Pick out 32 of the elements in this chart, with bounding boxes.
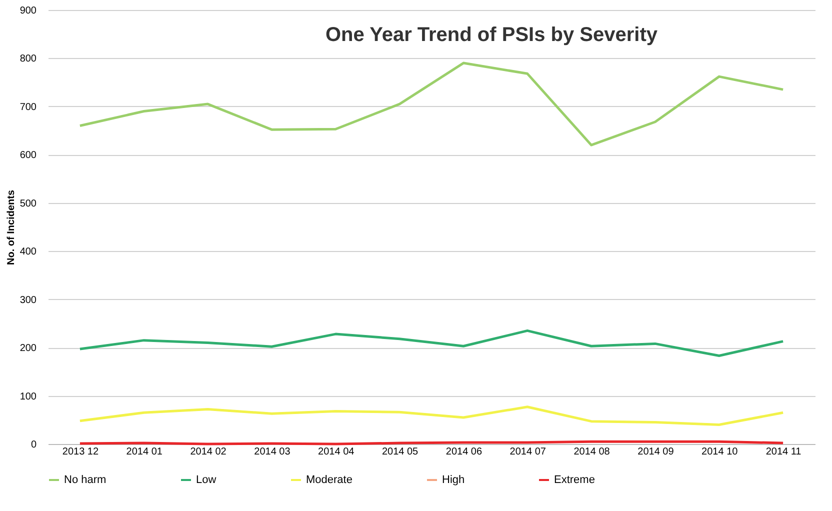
- legend-label: No harm: [64, 474, 106, 486]
- line-series: [78, 406, 784, 426]
- y-tick-label: 200: [20, 343, 37, 354]
- line-series: [78, 329, 784, 358]
- y-tick-label: 500: [20, 198, 37, 210]
- x-tick-label: 2014 05: [382, 446, 419, 458]
- legend-label: Moderate: [306, 474, 352, 486]
- y-tick-label: 300: [20, 294, 37, 306]
- x-tick-label: 2014 08: [574, 446, 610, 458]
- legend-label: Low: [196, 474, 216, 486]
- y-tick-label: 900: [20, 6, 37, 16]
- x-tick-label: 2014 04: [318, 446, 355, 458]
- y-tick-label: 100: [20, 391, 37, 402]
- y-axis-title: No. of Incidents: [6, 190, 17, 265]
- x-tick-label: 2014 07: [510, 446, 546, 458]
- x-tick-label: 2014 11: [766, 446, 802, 458]
- line-series: [78, 62, 784, 146]
- y-tick-label: 800: [20, 54, 37, 65]
- legend-label: High: [442, 474, 465, 486]
- legend-label: Extreme: [554, 474, 595, 486]
- x-tick-label: 2014 01: [126, 446, 163, 458]
- x-tick-label: 2013 12: [62, 446, 99, 458]
- y-tick-label: 400: [20, 246, 37, 258]
- y-tick-label: 0: [30, 440, 37, 450]
- x-tick-label: 2014 03: [254, 446, 291, 458]
- x-tick-label: 2014 06: [446, 446, 482, 458]
- x-tick-label: 2014 09: [638, 446, 674, 458]
- x-tick-label: 2014 02: [190, 446, 227, 458]
- y-tick-label: 600: [20, 150, 37, 162]
- x-tick-label: 2014 10: [702, 446, 738, 458]
- text: One Year Trend of PSIs by Severity: [325, 24, 658, 46]
- y-tick-label: 700: [20, 102, 37, 113]
